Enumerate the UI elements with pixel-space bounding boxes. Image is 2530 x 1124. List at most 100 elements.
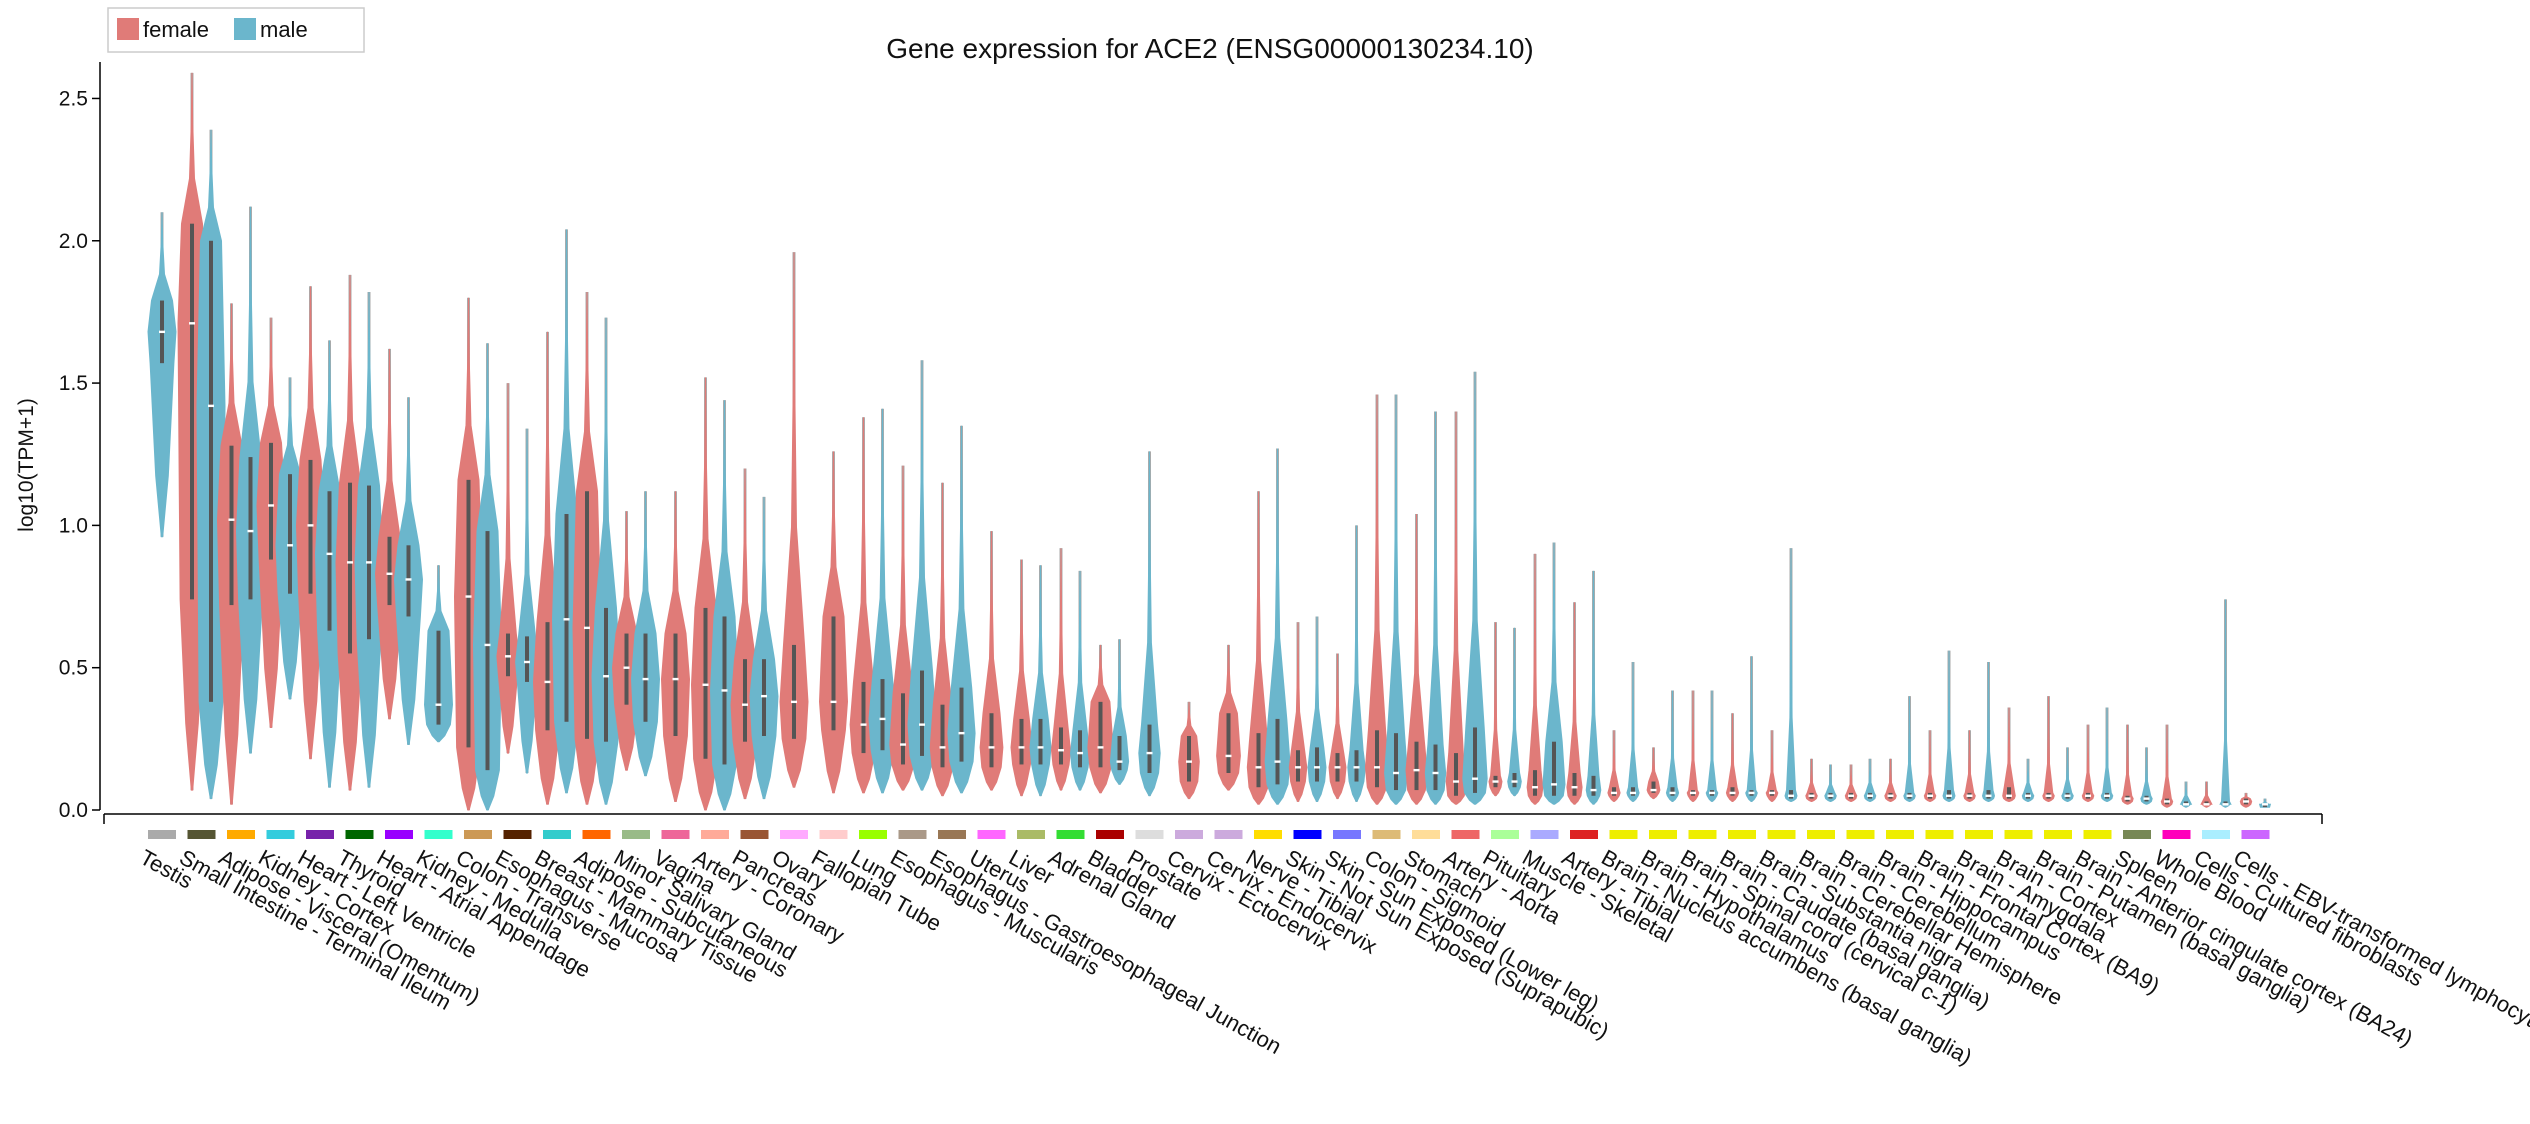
violin-iqr-box — [920, 670, 924, 756]
tissue-color-swatch — [898, 830, 927, 839]
violin-median — [1186, 760, 1192, 763]
violin-male — [2021, 758, 2035, 802]
violin-female — [2081, 724, 2095, 802]
tissue-color-swatch — [1728, 830, 1756, 839]
violin-median — [1225, 754, 1232, 758]
y-axis-label: log10(TPM+1) — [15, 398, 38, 532]
tissue-color-swatch — [661, 830, 690, 839]
violin-female — [496, 383, 520, 754]
violin-median — [405, 578, 412, 581]
violin-iqr-box — [624, 633, 629, 705]
violin-iqr-box — [506, 633, 510, 677]
violin-group — [453, 297, 503, 811]
violin-median — [1295, 766, 1301, 769]
violin-group — [889, 360, 937, 791]
violin-group — [496, 383, 539, 774]
violin-median — [505, 655, 511, 658]
violin-iqr-box — [1394, 733, 1398, 791]
violin-shape — [947, 425, 976, 794]
legend-label-female[interactable]: female — [143, 17, 209, 42]
violin-median — [939, 746, 946, 749]
legend-label-male[interactable]: male — [260, 17, 308, 42]
violin-shape — [749, 496, 779, 800]
violin-median — [791, 700, 797, 704]
violin-male — [1507, 627, 1522, 797]
violin-group — [1050, 548, 1091, 791]
violin-iqr-box — [1078, 730, 1082, 768]
violin-male — [1745, 656, 1758, 802]
violin-iqr-box — [229, 445, 234, 606]
tissue-color-swatch — [780, 830, 808, 839]
violin-shape — [1942, 650, 1956, 802]
violin-shape — [1745, 656, 1758, 802]
violin-shape — [2219, 599, 2232, 808]
violin-male — [630, 491, 661, 777]
tissue-color-swatch — [1925, 830, 1954, 839]
violin-shape — [1347, 525, 1366, 802]
violin-iqr-box — [1226, 713, 1231, 773]
violin-median — [830, 700, 837, 704]
violin-median — [307, 524, 314, 527]
violin-iqr-box — [1354, 750, 1359, 782]
violin-female — [1725, 713, 1740, 802]
violin-female — [2200, 781, 2213, 808]
violin-shape — [1665, 690, 1680, 802]
violin-iqr-box — [604, 607, 608, 742]
legend-swatch-female[interactable] — [117, 18, 139, 40]
tissue-color-swatch — [424, 830, 453, 839]
violin-group — [216, 206, 266, 805]
violin-median — [1827, 794, 1834, 797]
violin-female — [1445, 411, 1467, 805]
violin-iqr-box — [1612, 787, 1616, 796]
violin-male — [2061, 747, 2074, 802]
violin-male — [147, 212, 177, 538]
tissue-color-swatch — [1570, 830, 1598, 839]
violin-group — [929, 425, 976, 797]
violin-shape — [979, 531, 1004, 791]
violin-iqr-box — [1533, 770, 1537, 796]
violin-shape — [1705, 690, 1719, 802]
violin-iqr-box — [861, 681, 866, 754]
tissue-color-swatch — [187, 830, 216, 839]
violin-shape — [1445, 411, 1467, 805]
violin-iqr-box — [1986, 790, 1991, 799]
violin-group — [374, 348, 424, 745]
violin-iqr-box — [387, 536, 392, 606]
violin-shape — [2002, 707, 2016, 802]
violin-shape — [2021, 758, 2035, 802]
violin-male — [1981, 661, 1996, 802]
violin-median — [919, 723, 925, 726]
violin-iqr-box — [831, 616, 836, 731]
violin-iqr-box — [1651, 781, 1656, 793]
legend-swatch-male[interactable] — [234, 18, 256, 40]
violin-male — [196, 129, 226, 800]
violin-group — [1646, 690, 1680, 802]
violin-shape — [1585, 570, 1602, 805]
violin-median — [1353, 766, 1360, 769]
violin-median — [159, 330, 165, 334]
violin-group — [690, 377, 740, 811]
tissue-color-swatch — [1293, 830, 1322, 839]
violin-shape — [2160, 724, 2174, 808]
violin-female — [2002, 707, 2016, 802]
violin-shape — [1566, 602, 1583, 805]
violin-median — [268, 504, 274, 507]
violin-shape — [2042, 696, 2055, 802]
violin-female — [818, 451, 849, 794]
violin-female — [1526, 553, 1544, 805]
tissue-color-swatch — [2241, 830, 2270, 839]
violin-shape — [1526, 553, 1544, 805]
violin-group — [2042, 696, 2074, 802]
violin-iqr-box — [406, 545, 411, 617]
tissue-color-swatch — [2004, 830, 2033, 839]
violin-median — [1018, 746, 1025, 749]
violin-male — [1307, 616, 1327, 802]
tissue-color-swatch — [1846, 830, 1875, 839]
violin-median — [1748, 791, 1755, 795]
tissue-color-swatch — [1609, 830, 1638, 839]
violin-series — [147, 72, 2272, 811]
violin-shape — [1264, 448, 1291, 805]
violin-shape — [1488, 622, 1503, 797]
violin-median — [761, 694, 767, 698]
violin-male — [1109, 639, 1130, 785]
